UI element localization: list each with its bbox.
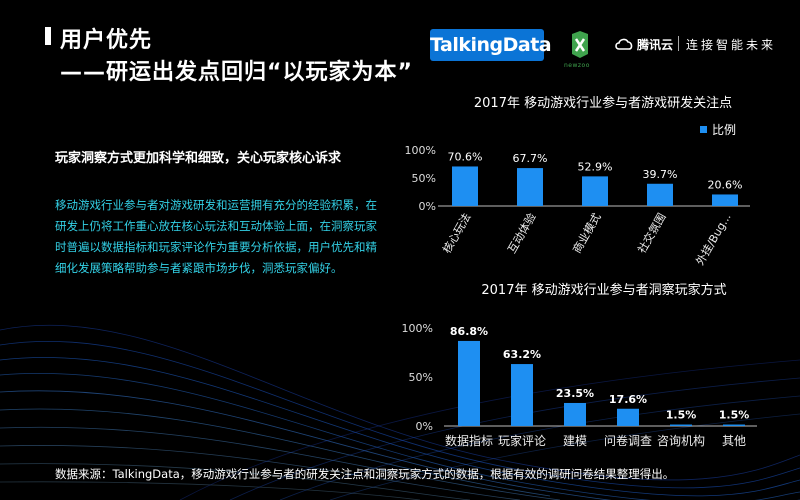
c1-data-label: 20.6% xyxy=(708,178,743,191)
c2-category-label: 数据指标 xyxy=(445,433,493,448)
c1-bar xyxy=(712,194,738,206)
c1-legend-swatch xyxy=(700,126,707,133)
c1-bar xyxy=(517,168,543,206)
title-accent-bar xyxy=(45,27,51,45)
c1-ytick-label: 100% xyxy=(405,144,436,157)
c2-bar xyxy=(670,424,692,426)
c2-category-label: 建模 xyxy=(563,434,587,448)
c2-category-label: 咨询机构 xyxy=(657,433,705,448)
c1-data-label: 67.7% xyxy=(513,152,548,165)
c2-ytick-label: 50% xyxy=(409,371,433,384)
c1-bar xyxy=(647,183,673,206)
c1-bar xyxy=(582,176,608,206)
data-source-note: 数据来源：TalkingData，移动游戏行业参与者的研发关注点和洞察玩家方式的… xyxy=(55,467,675,481)
talkingdata-logo: TalkingData xyxy=(430,29,552,61)
c2-ytick-label: 100% xyxy=(402,322,433,335)
c2-data-label: 1.5% xyxy=(719,409,750,422)
c2-bar xyxy=(564,402,586,426)
c1-category-label: 商业模式 xyxy=(569,211,603,256)
c1-category-label: 社交氛围 xyxy=(634,211,668,256)
c2-data-label: 63.2% xyxy=(503,348,541,361)
c1-data-label: 39.7% xyxy=(643,168,678,181)
c2-bar xyxy=(511,364,533,426)
c1-chart-title: 2017年 移动游戏行业参与者游戏研发关注点 xyxy=(474,95,732,111)
page-title: 用户优先 xyxy=(60,28,153,53)
c2-bar xyxy=(617,408,639,426)
c2-bar xyxy=(458,340,480,426)
c2-data-label: 86.8% xyxy=(450,325,488,338)
newzoo-logo-text: newzoo xyxy=(564,62,590,69)
logo-divider xyxy=(678,36,679,51)
c2-data-label: 23.5% xyxy=(556,387,594,400)
c2-data-label: 17.6% xyxy=(609,393,647,406)
c2-bar xyxy=(723,424,745,426)
newzoo-logo-icon xyxy=(572,31,588,58)
c1-ytick-label: 50% xyxy=(412,172,436,185)
c2-category-label: 其他 xyxy=(722,434,746,448)
tencent-cloud-logo-text: 腾讯云 xyxy=(637,38,674,52)
c2-chart-title: 2017年 移动游戏行业参与者洞察玩家方式 xyxy=(481,282,726,298)
c2-data-label: 1.5% xyxy=(666,409,697,422)
page-subtitle: ——研运出发点回归“以玩家为本” xyxy=(60,60,413,85)
c1-category-label: 核心玩法 xyxy=(439,211,473,256)
c1-category-label: 外挂/Bug... xyxy=(693,211,734,268)
tencent-cloud-slogan: 连接智能未来 xyxy=(686,38,777,52)
c1-bar xyxy=(452,166,478,206)
section-paragraph: 移动游戏行业参与者对游戏研发和运营拥有充分的经验积累，在研发上仍将工作重心放在核… xyxy=(55,198,377,275)
c1-legend-label: 比例 xyxy=(712,123,736,137)
c1-data-label: 52.9% xyxy=(578,160,613,173)
c1-ytick-label: 0% xyxy=(419,200,436,213)
c2-category-label: 问卷调查 xyxy=(604,433,652,448)
c2-ytick-label: 0% xyxy=(416,420,433,433)
tencent-cloud-icon xyxy=(615,38,633,50)
c1-data-label: 70.6% xyxy=(448,150,483,163)
section-subheading: 玩家洞察方式更加科学和细致，关心玩家核心诉求 xyxy=(55,151,342,166)
c1-category-label: 互动体验 xyxy=(504,211,538,256)
c2-category-label: 玩家评论 xyxy=(498,433,546,448)
